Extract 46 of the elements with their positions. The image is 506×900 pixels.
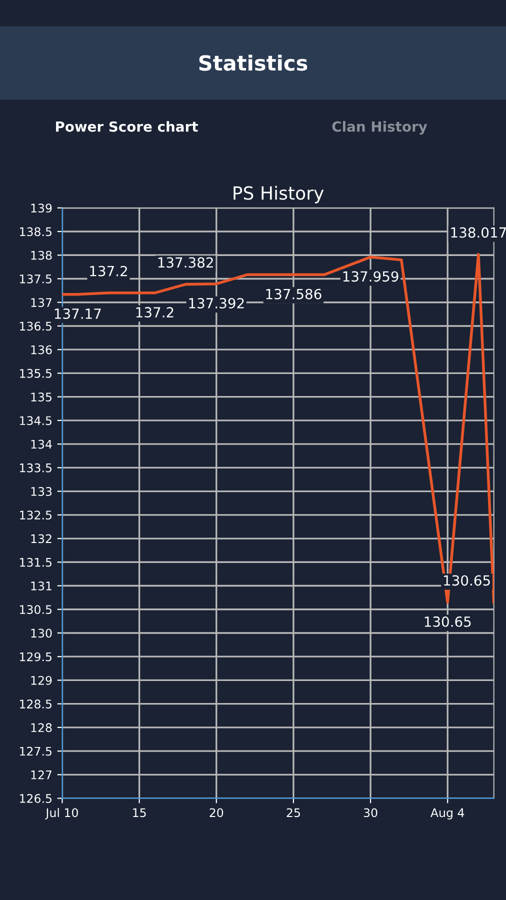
y-tick-label: 132.5	[20, 510, 52, 520]
x-tick-label: 25	[286, 808, 300, 818]
data-label: 138.017	[451, 227, 506, 238]
y-tick-label: 131	[31, 581, 52, 590]
y-tick-label: 126.5	[20, 794, 52, 803]
x-tick-label: 15	[133, 808, 146, 818]
y-tick-label: 133	[31, 487, 52, 496]
data-label: 137.586	[266, 288, 322, 300]
text: Clan History	[332, 121, 428, 135]
data-label: 137.2	[136, 307, 174, 318]
y-tick-label: 128.5	[20, 700, 52, 708]
text: Power Score chart	[56, 121, 198, 132]
data-label: 137.17	[54, 308, 101, 319]
y-tick-label: 139	[31, 204, 52, 213]
x-tick-label: Jul 10	[45, 808, 78, 820]
x-tick-label: 30	[364, 808, 378, 818]
y-tick-label: 138.5	[20, 227, 52, 236]
y-tick-label: 129	[31, 676, 52, 685]
data-label: 130.65	[424, 616, 471, 627]
y-tick-label: 129.5	[20, 652, 52, 662]
y-tick-label: 127	[31, 770, 52, 780]
y-tick-label: 131.5	[20, 558, 52, 567]
y-tick-label: 136.5	[20, 322, 52, 331]
data-label: 137.2	[90, 266, 127, 276]
y-tick-label: 135.5	[20, 368, 52, 378]
y-tick-label: 130	[31, 628, 52, 638]
y-tick-label: 134.5	[20, 416, 52, 426]
y-tick-label: 136	[31, 345, 52, 354]
y-tick-label: 137.5	[20, 274, 52, 284]
y-tick-label: 132	[31, 534, 52, 544]
y-tick-label: 128	[31, 723, 52, 732]
data-label: 130.65	[444, 575, 490, 586]
y-tick-label: 134	[31, 440, 52, 449]
y-tick-label: 137	[31, 298, 52, 308]
chart-title: PS History	[234, 186, 324, 204]
y-tick-label: 133.5	[20, 463, 52, 472]
y-tick-label: 135	[31, 392, 52, 402]
data-label: 137.392	[189, 298, 244, 308]
x-tick-label: 20	[210, 808, 224, 818]
data-label: 137.959	[343, 271, 398, 282]
y-tick-label: 127.5	[20, 746, 52, 756]
text: Statistics	[199, 54, 308, 71]
x-tick-label: Aug 4	[430, 808, 464, 820]
y-tick-label: 130.5	[20, 605, 52, 614]
y-tick-label: 138	[31, 250, 52, 260]
data-label: 137.382	[158, 257, 213, 268]
